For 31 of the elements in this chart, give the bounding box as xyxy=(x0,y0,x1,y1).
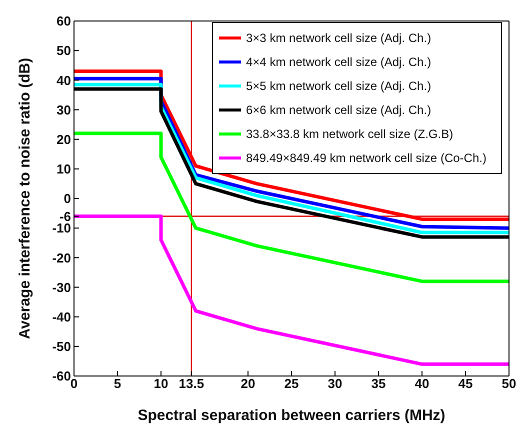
y-tick-label: 20 xyxy=(56,132,71,147)
x-tick-label: 45 xyxy=(458,376,473,392)
legend-label: 6×6 km network cell size (Adj. Ch.) xyxy=(246,103,432,117)
y-tick-label: 30 xyxy=(56,102,71,118)
y-tick-label: 10 xyxy=(56,162,71,177)
legend-label: 5×5 km network cell size (Adj. Ch.) xyxy=(246,79,432,93)
x-tick-label: 5 xyxy=(114,376,122,392)
y-tick-label: 50 xyxy=(56,43,71,58)
y-tick-label: -40 xyxy=(52,309,71,324)
x-tick-label: 10 xyxy=(154,376,168,392)
x-tick-label: 40 xyxy=(414,376,430,392)
legend-label: 4×4 km network cell size (Adj. Ch.) xyxy=(246,55,432,69)
y-tick-label: -20 xyxy=(52,250,71,266)
line-series xyxy=(74,214,509,366)
y-tick-label: 0 xyxy=(64,191,71,206)
y-tick-label: -50 xyxy=(52,339,71,354)
legend-label: 3×3 km network cell size (Adj. Ch.) xyxy=(246,31,432,45)
x-axis-title: Spectral separation between carriers (MHz) xyxy=(138,407,446,424)
y-tick-label: -30 xyxy=(52,280,71,295)
x-tick-label: 20 xyxy=(240,376,256,392)
legend-label: 849.49×849.49 km network cell size (Co-Ch.) xyxy=(246,151,486,165)
y-tick-label: 60 xyxy=(56,14,71,29)
y-tick-label: 40 xyxy=(56,72,71,88)
x-tick-label: 30 xyxy=(328,376,342,392)
x-tick-label: 13.5 xyxy=(178,376,204,392)
y-axis-title: Average interference to noise ratio (dB) xyxy=(16,58,34,340)
x-tick-label: 35 xyxy=(371,376,386,392)
y-tick-label: -60 xyxy=(52,368,71,384)
x-tick-label: 25 xyxy=(284,376,299,392)
legend-label: 33.8×33.8 km network cell size (Z.G.B) xyxy=(246,127,454,141)
x-tick-label: 50 xyxy=(502,376,516,392)
